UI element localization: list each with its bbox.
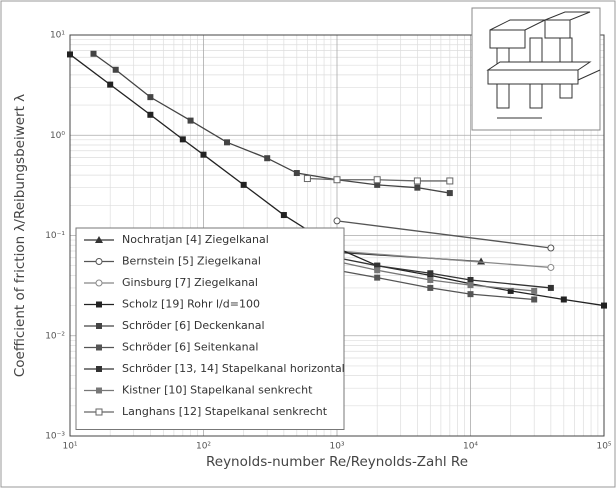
marker (414, 184, 421, 191)
series-line (336, 250, 551, 269)
marker (333, 176, 341, 184)
x-tick-label: 10³ (329, 442, 344, 452)
legend-label: Langhans [12] Stapelkanal senkrecht (122, 405, 328, 418)
marker (303, 175, 311, 183)
y-tick-label: 10⁻³ (45, 432, 65, 442)
legend-label: Schröder [6] Seitenkanal (122, 341, 258, 354)
legend-marker (96, 301, 102, 308)
legend-label: Schröder [13, 14] Stapelkanal horizontal (122, 362, 345, 375)
marker (147, 111, 154, 118)
legend-marker (96, 344, 102, 351)
marker (293, 170, 300, 177)
legend: Nochratjan [4] Ziegelkanal Bernstein [5] … (75, 227, 345, 430)
marker (90, 50, 97, 57)
marker (280, 212, 287, 219)
x-tick-label: 10⁴ (463, 442, 478, 452)
marker (560, 296, 567, 303)
marker (413, 177, 421, 185)
x-axis-title: Reynolds-number Re/Reynolds-Zahl Re (206, 454, 468, 470)
marker (333, 217, 341, 225)
marker (427, 276, 434, 283)
y-tick-label: 10⁻² (45, 331, 65, 341)
plot-area (69, 34, 605, 437)
marker (374, 181, 381, 188)
marker (601, 302, 607, 309)
inset-diagram (471, 7, 601, 131)
marker (446, 190, 453, 197)
marker (531, 287, 538, 294)
marker (240, 181, 247, 188)
marker (112, 66, 119, 73)
x-tick-label: 10² (196, 442, 211, 452)
marker (467, 282, 474, 289)
legend-marker (96, 366, 102, 372)
legend-label: Scholz [19] Rohr l/d=100 (122, 298, 260, 311)
series-line (336, 220, 551, 249)
legend-marker (96, 323, 102, 329)
marker (374, 267, 381, 274)
marker (507, 287, 514, 294)
marker (187, 117, 194, 124)
legend-label: Schröder [6] Deckenkanal (122, 319, 265, 332)
marker (467, 276, 474, 283)
marker (547, 244, 555, 252)
marker (427, 270, 434, 277)
marker (224, 139, 231, 146)
marker (147, 94, 154, 101)
legend-marker (95, 258, 103, 265)
marker (264, 155, 271, 162)
marker (531, 296, 538, 303)
marker (374, 262, 381, 269)
marker (547, 284, 554, 291)
marker (446, 177, 454, 185)
x-tick-label: 10¹ (62, 442, 77, 452)
legend-label: Bernstein [5] Ziegelkanal (122, 255, 261, 268)
legend-label: Ginsburg [7] Ziegelkanal (122, 276, 258, 289)
legend-box (75, 227, 345, 430)
x-tick-label: 10⁵ (596, 442, 611, 452)
legend-marker (95, 236, 103, 243)
marker (179, 136, 186, 143)
marker (547, 263, 555, 271)
legend-label: Nochratjan [4] Ziegelkanal (122, 233, 269, 246)
marker (200, 151, 207, 158)
y-tick-label: 10⁰ (50, 131, 65, 141)
y-axis-title: Coefficient of friction λ/Reibungsbeiwer… (12, 94, 28, 377)
marker (467, 291, 474, 298)
y-tick-label: 10¹ (50, 31, 65, 41)
marker (67, 51, 73, 58)
legend-label: Kistner [10] Stapelkanal senkrecht (122, 384, 313, 397)
y-tick-label: 10⁻¹ (45, 231, 65, 241)
legend-marker (95, 279, 103, 287)
marker (374, 274, 381, 281)
marker (373, 176, 381, 184)
legend-marker (96, 387, 102, 394)
marker (427, 284, 434, 291)
marker (107, 81, 114, 88)
legend-marker (95, 408, 103, 416)
